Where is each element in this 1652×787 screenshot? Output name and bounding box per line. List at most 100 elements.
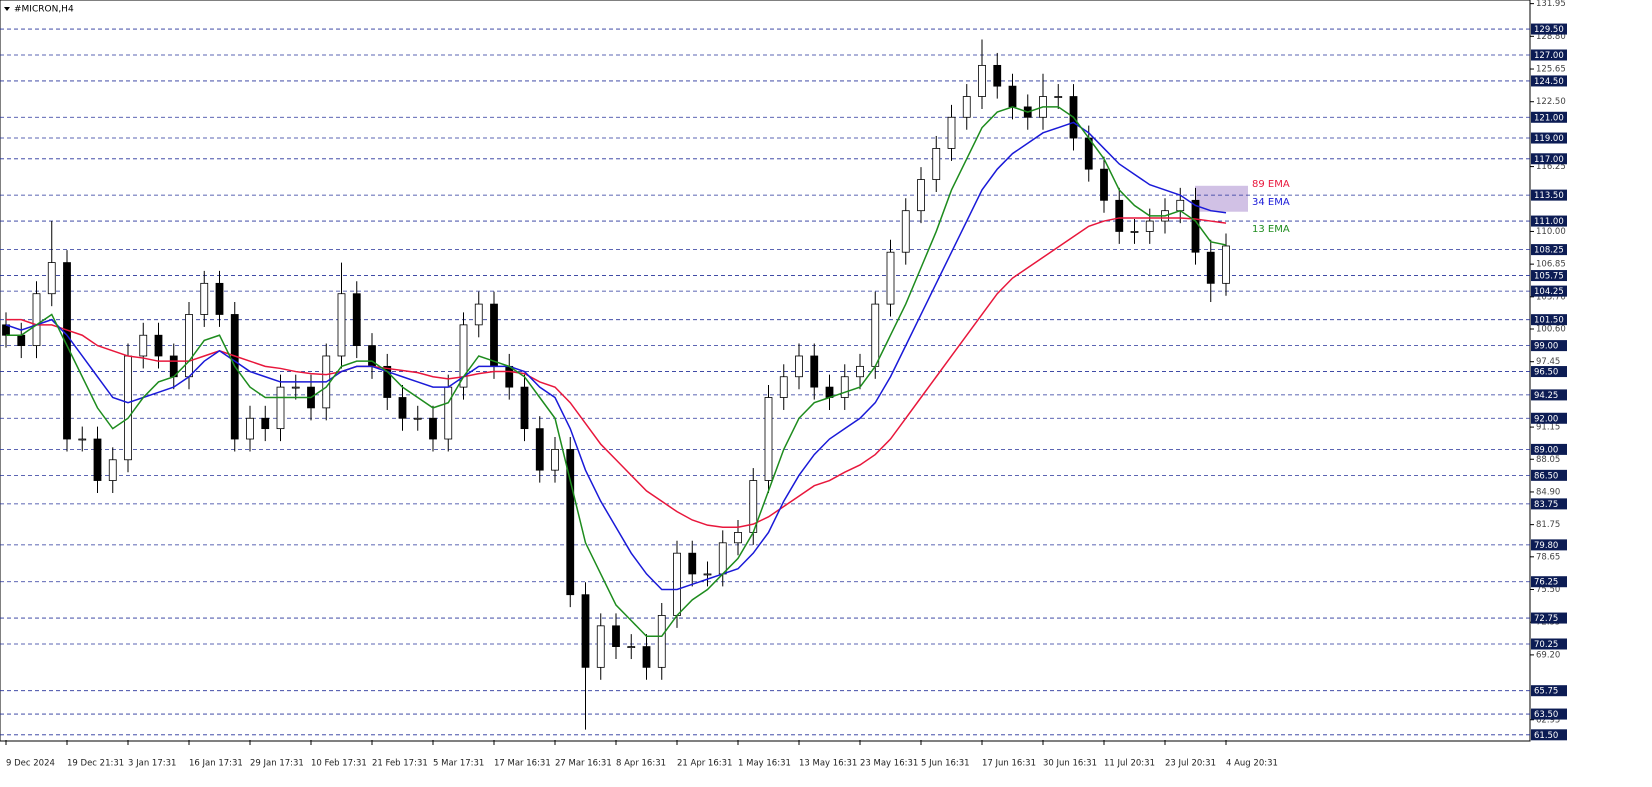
candle-body <box>520 386 529 430</box>
y-tick-label: 97.45 <box>1536 357 1560 367</box>
level-label-box <box>1531 132 1567 144</box>
candle-body <box>93 438 102 481</box>
chart-title: #MICRON,H4 <box>14 5 74 15</box>
candle-body <box>627 646 636 648</box>
candle-body <box>581 594 590 668</box>
y-tick-label: 69.20 <box>1536 650 1560 660</box>
level-label: 72.75 <box>1534 614 1558 624</box>
level-label-box <box>1531 153 1567 165</box>
level-label-box <box>1531 75 1567 87</box>
x-tick-label: 16 Jan 17:31 <box>189 759 243 769</box>
candle-body <box>1145 220 1154 232</box>
ema-label: 34 EMA <box>1252 197 1290 208</box>
y-tick-label: 116.25 <box>1536 162 1566 172</box>
candle-body <box>551 448 559 471</box>
level-label: 65.75 <box>1534 687 1558 697</box>
candle-body <box>840 376 849 398</box>
level-label-box <box>1531 111 1567 123</box>
y-tick-label: 81.75 <box>1536 520 1560 530</box>
candle-body <box>978 64 986 97</box>
level-label-box <box>1531 244 1567 256</box>
ema-line <box>5 121 1227 591</box>
x-tick-label: 4 Aug 20:31 <box>1226 759 1278 769</box>
level-label-box <box>1531 412 1567 424</box>
candle-body <box>276 386 285 430</box>
ema-label: 13 EMA <box>1252 224 1290 235</box>
candle-body <box>947 116 956 149</box>
level-label-box <box>1531 612 1567 624</box>
candle-body <box>1084 137 1093 170</box>
x-tick-label: 17 Mar 16:31 <box>494 759 551 769</box>
level-label: 92.00 <box>1534 414 1558 424</box>
ema-line <box>6 106 1227 637</box>
candle-body <box>429 417 437 440</box>
x-tick-label: 23 May 16:31 <box>860 759 918 769</box>
level-label-box <box>1531 443 1567 455</box>
level-label-box <box>1531 576 1567 588</box>
candle-body <box>1176 199 1185 212</box>
level-label: 105.75 <box>1534 272 1564 282</box>
candle-body <box>459 324 468 388</box>
x-tick-label: 13 May 16:31 <box>799 759 857 769</box>
level-label: 121.00 <box>1534 113 1564 123</box>
candle-body <box>352 293 361 347</box>
y-tick-label: 106.85 <box>1536 260 1566 270</box>
candle-body <box>871 303 880 367</box>
candle-body <box>657 615 666 668</box>
candle-body <box>535 428 544 471</box>
candle-body <box>474 303 483 326</box>
y-tick-label: 122.50 <box>1536 97 1566 107</box>
x-tick-label: 17 Jun 16:31 <box>982 759 1036 769</box>
candle-body <box>413 417 422 420</box>
candle-body <box>962 96 971 118</box>
price-zone <box>1195 185 1248 212</box>
candle-body <box>261 417 270 430</box>
level-label: 119.00 <box>1534 134 1564 144</box>
candle-body <box>734 532 742 544</box>
level-label: 124.50 <box>1534 77 1564 87</box>
level-label-box <box>1531 389 1567 401</box>
candle-body <box>398 397 407 419</box>
candle-body <box>1206 251 1215 284</box>
x-tick-label: 29 Jan 17:31 <box>250 759 304 769</box>
candle-body <box>291 386 300 389</box>
candle-body <box>718 542 727 575</box>
level-label-box <box>1531 340 1567 352</box>
x-tick-label: 10 Feb 17:31 <box>311 759 367 769</box>
level-label: 108.25 <box>1534 246 1564 256</box>
candle-body <box>17 334 26 347</box>
candle-body <box>688 552 697 575</box>
level-label-box <box>1531 49 1567 61</box>
level-label: 127.00 <box>1534 51 1564 61</box>
candle-body <box>444 386 453 440</box>
ema-label: 89 EMA <box>1252 179 1290 190</box>
x-tick-label: 5 Mar 17:31 <box>433 759 484 769</box>
x-tick-label: 11 Jul 20:31 <box>1104 759 1155 769</box>
y-tick-label: 84.90 <box>1536 487 1560 497</box>
level-label: 89.00 <box>1534 445 1558 455</box>
level-label-box <box>1531 638 1567 650</box>
candle-body <box>612 625 620 647</box>
plot-frame <box>0 0 1531 742</box>
x-tick-label: 9 Dec 2024 <box>6 759 55 769</box>
candle-body <box>1222 245 1230 284</box>
candle-body <box>32 293 41 347</box>
candle-body <box>932 148 941 180</box>
candle-body <box>764 397 773 481</box>
candle-body <box>124 355 132 461</box>
level-label: 83.75 <box>1534 500 1558 510</box>
candle-body <box>1191 199 1200 253</box>
candle-body <box>505 365 514 388</box>
candle-body <box>917 179 925 212</box>
candle-body <box>673 552 681 616</box>
candle-body <box>779 376 788 398</box>
candle-body <box>337 293 346 357</box>
candle-body <box>154 334 163 357</box>
level-label: 61.50 <box>1534 731 1558 741</box>
candle-body <box>185 314 193 378</box>
level-label-box <box>1531 469 1567 481</box>
candle-body <box>703 573 712 576</box>
y-tick-label: 131.95 <box>1536 0 1566 9</box>
y-tick-label: 78.65 <box>1536 552 1560 562</box>
